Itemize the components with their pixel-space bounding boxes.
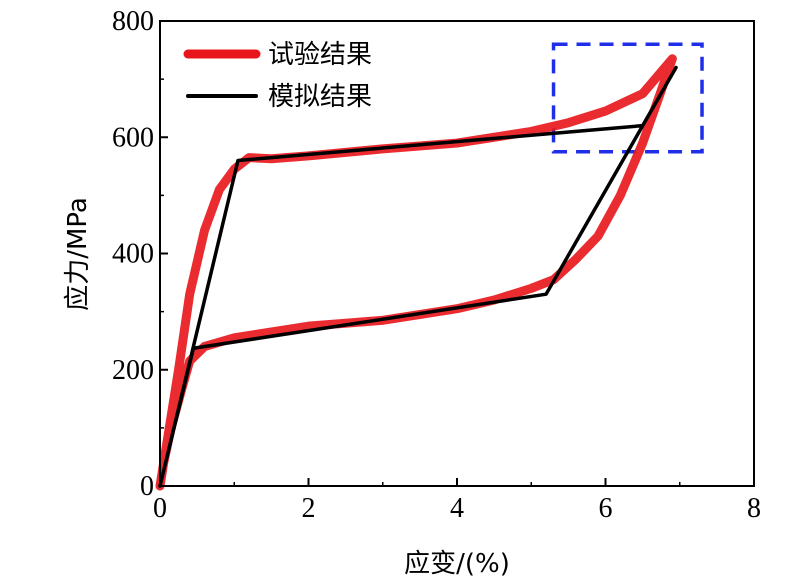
- y-axis-title: 应力/MPa: [63, 197, 93, 311]
- y-tick-label: 0: [140, 471, 154, 502]
- x-tick-label: 8: [747, 493, 761, 524]
- series-line-experimental: [155, 54, 677, 491]
- y-tick-label: 600: [112, 122, 154, 153]
- y-tick-label: 400: [112, 239, 154, 270]
- x-ticks: 0 2 4 6 8: [153, 478, 761, 524]
- x-axis-title: 应变/(%): [404, 549, 510, 579]
- x-tick-label: 4: [450, 493, 464, 524]
- x-tick-label: 2: [302, 493, 316, 524]
- legend-label: 模拟结果: [268, 82, 372, 112]
- legend-label: 试验结果: [268, 40, 372, 70]
- x-tick-label: 0: [153, 493, 167, 524]
- series-layer: [155, 54, 678, 491]
- series-line-simulated: [158, 65, 678, 488]
- y-tick-label: 200: [112, 355, 154, 386]
- x-tick-label: 6: [599, 493, 613, 524]
- y-ticks: 0 200 400 600 800: [112, 6, 168, 502]
- y-tick-label: 800: [112, 6, 154, 37]
